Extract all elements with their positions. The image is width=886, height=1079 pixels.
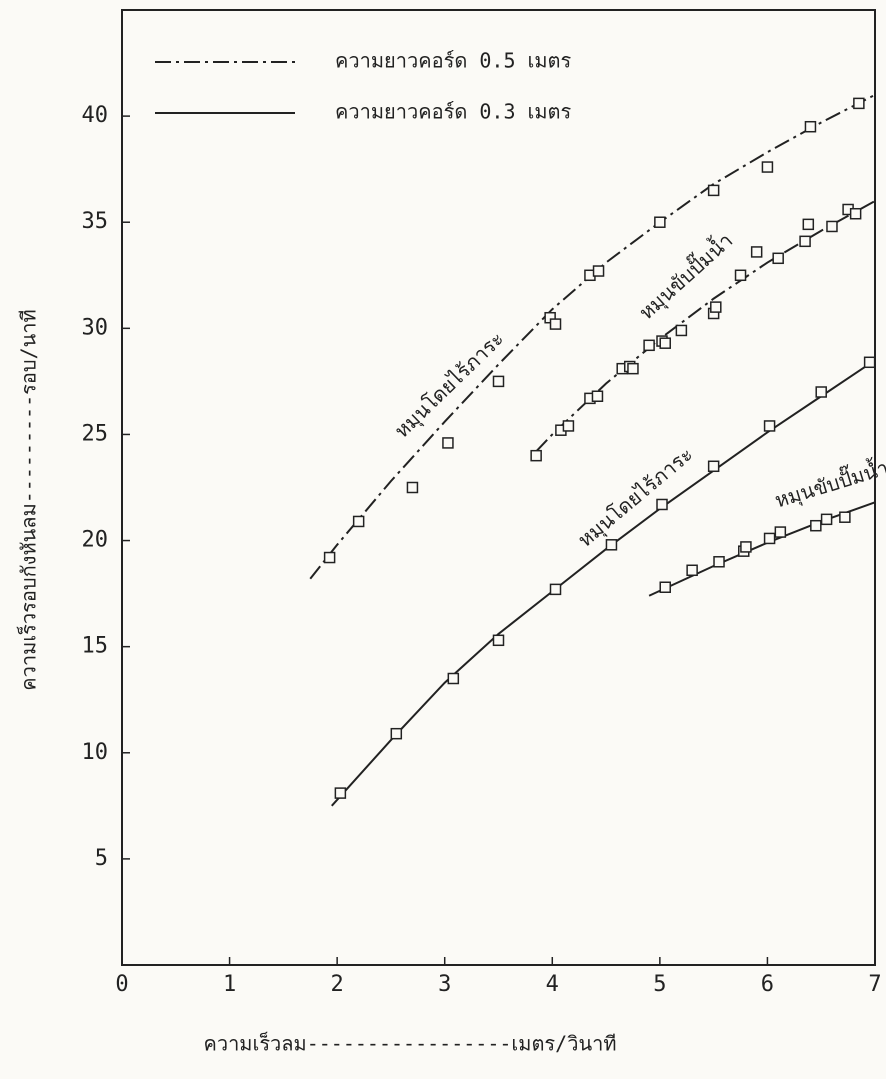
data-point (816, 387, 826, 397)
x-tick-label: 5 (653, 972, 666, 997)
data-point (714, 557, 724, 567)
data-point (741, 542, 751, 552)
data-point (805, 122, 815, 132)
data-point (765, 533, 775, 543)
data-point (644, 340, 654, 350)
x-tick-label: 2 (331, 972, 344, 997)
y-tick-label: 40 (82, 103, 109, 128)
x-axis-label: ความเร็วลม-----------------เมตร/วินาที (203, 1031, 616, 1056)
x-tick-label: 0 (115, 972, 128, 997)
data-point (709, 185, 719, 195)
x-tick-label: 3 (438, 972, 451, 997)
data-point (709, 461, 719, 471)
x-tick-label: 1 (223, 972, 236, 997)
data-point (494, 635, 504, 645)
data-point (655, 217, 665, 227)
data-point (531, 451, 541, 461)
data-point (657, 499, 667, 509)
data-point (840, 512, 850, 522)
data-point (443, 438, 453, 448)
y-tick-label: 10 (82, 740, 109, 765)
y-tick-label: 25 (82, 421, 109, 446)
data-point (325, 553, 335, 563)
data-point (551, 584, 561, 594)
y-tick-label: 35 (82, 209, 109, 234)
data-point (775, 527, 785, 537)
x-tick-label: 4 (546, 972, 559, 997)
y-axis-label: ความเร็วรอบกังหันลม---------รอบ/นาที (16, 309, 41, 690)
chart: ความเร็วรอบกังหันลม---------รอบ/นาที ควา… (0, 0, 886, 1079)
data-point (854, 98, 864, 108)
data-point (335, 788, 345, 798)
data-point (563, 421, 573, 431)
data-point (494, 376, 504, 386)
data-point (765, 421, 775, 431)
data-point (762, 162, 772, 172)
data-point (827, 221, 837, 231)
data-point (676, 325, 686, 335)
x-tick-label: 7 (868, 972, 881, 997)
data-point (660, 582, 670, 592)
data-point (551, 319, 561, 329)
data-point (391, 729, 401, 739)
data-point (354, 516, 364, 526)
data-point (628, 364, 638, 374)
data-point (865, 357, 875, 367)
curve-annotation: หมุนขับปั๊มน้ำ (632, 226, 738, 325)
data-point (800, 236, 810, 246)
data-point (752, 247, 762, 257)
y-tick-label: 5 (95, 846, 108, 871)
data-point (606, 540, 616, 550)
page: {"chart_data": { "type": "scatter", "x_l… (0, 0, 886, 1079)
curve-annotation: หมุนโดยไร้ภาระ (390, 327, 510, 444)
legend-label: ความยาวคอร์ด 0.3 เมตร (335, 100, 572, 124)
data-point (803, 219, 813, 229)
data-point (592, 391, 602, 401)
data-point (773, 253, 783, 263)
x-tick-label: 6 (761, 972, 774, 997)
fit-line (536, 201, 875, 451)
data-point (448, 674, 458, 684)
data-point (407, 483, 417, 493)
data-point (687, 565, 697, 575)
data-point (822, 514, 832, 524)
legend-label: ความยาวคอร์ด 0.5 เมตร (335, 49, 572, 73)
y-tick-label: 15 (82, 634, 109, 659)
data-point (811, 521, 821, 531)
plot-frame (122, 10, 875, 965)
y-tick-label: 20 (82, 528, 109, 553)
y-tick-label: 30 (82, 315, 109, 340)
data-point (711, 302, 721, 312)
data-point (660, 338, 670, 348)
curve-annotation: หมุนโดยไร้ภาระ (573, 442, 698, 553)
data-point (736, 270, 746, 280)
data-point (594, 266, 604, 276)
data-point (851, 209, 861, 219)
